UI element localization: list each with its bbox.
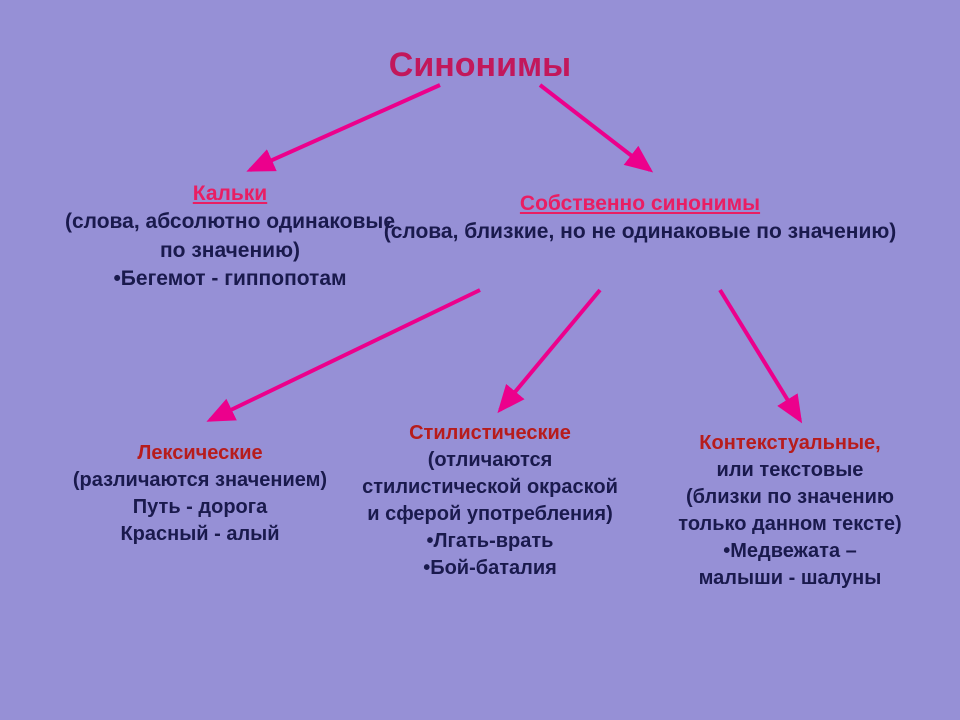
leaf-contextual: Контекстуальные, или текстовые(близки по… xyxy=(640,430,940,592)
branch-left-body: (слова, абсолютно одинаковые по значению… xyxy=(50,208,410,293)
diagram-background xyxy=(0,0,960,720)
leaf-lexical-heading: Лексические xyxy=(70,440,330,467)
branch-left: Кальки (слова, абсолютно одинаковые по з… xyxy=(50,180,410,293)
title-text: Синонимы xyxy=(389,46,571,84)
leaf-contextual-body: или текстовые(близки по значениютолько д… xyxy=(640,457,940,592)
leaf-lexical-body: (различаются значением)Путь - дорогаКрас… xyxy=(70,467,330,548)
leaf-contextual-heading: Контекстуальные, xyxy=(640,430,940,457)
branch-right: Собственно синонимы (слова, близкие, но … xyxy=(380,190,900,247)
leaf-stylistic-heading: Стилистические xyxy=(350,420,630,447)
leaf-lexical: Лексические (различаются значением)Путь … xyxy=(70,440,330,548)
diagram-title: Синонимы xyxy=(280,43,680,89)
branch-right-body: (слова, близкие, но не одинаковые по зна… xyxy=(380,218,900,246)
leaf-stylistic: Стилистические (отличаются стилистическо… xyxy=(350,420,630,582)
branch-left-heading: Кальки xyxy=(50,180,410,208)
leaf-stylistic-body: (отличаются стилистической окраскойи сфе… xyxy=(350,447,630,582)
branch-right-heading: Собственно синонимы xyxy=(380,190,900,218)
